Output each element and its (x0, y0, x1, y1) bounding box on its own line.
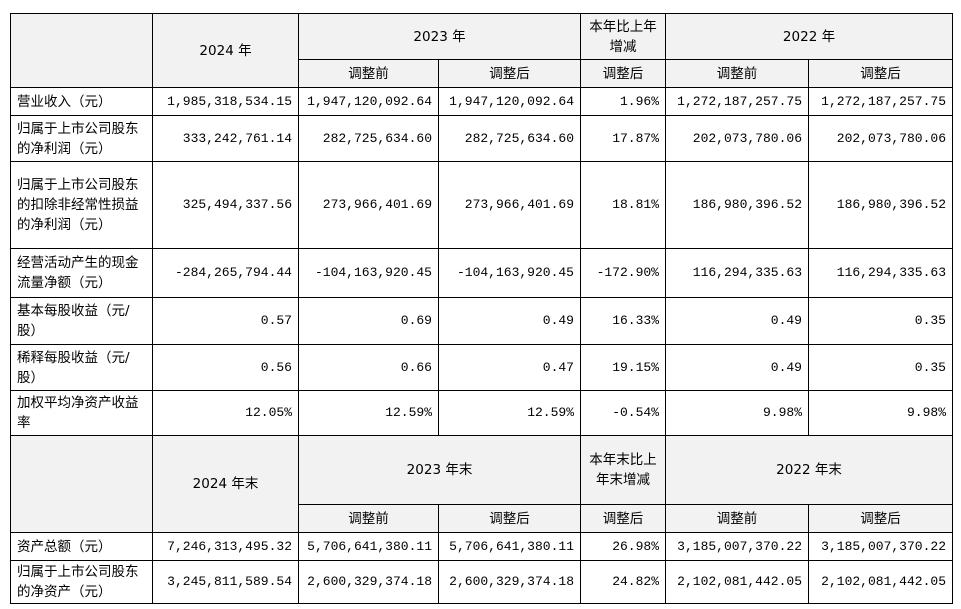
value-cell: 273,966,401.69 (298, 161, 439, 249)
value-cell: 2,102,081,442.05 (808, 560, 953, 604)
sub-header: 调整前 (665, 504, 809, 533)
value-cell: 333,242,761.14 (152, 115, 299, 162)
value-cell: 7,246,313,495.32 (152, 532, 299, 561)
sub-header: 调整后 (438, 59, 581, 88)
sub-header: 调整前 (298, 59, 439, 88)
value-cell: -104,163,920.45 (438, 248, 581, 298)
year-header: 2023 年 (298, 13, 581, 60)
value-cell: 12.05% (152, 390, 299, 436)
value-cell: 24.82% (580, 560, 666, 604)
value-cell: 0.57 (152, 297, 299, 345)
value-cell: 0.35 (808, 344, 953, 391)
value-cell: 273,966,401.69 (438, 161, 581, 249)
year-header: 2024 年 (152, 13, 299, 88)
value-cell: -0.54% (580, 390, 666, 436)
value-cell: 9.98% (665, 390, 809, 436)
row-label: 经营活动产生的现金流量净额（元） (10, 248, 153, 298)
corner-cell (10, 435, 153, 533)
value-cell: 1,985,318,534.15 (152, 87, 299, 116)
sub-header: 调整后 (580, 504, 666, 533)
value-cell: 282,725,634.60 (298, 115, 439, 162)
value-cell: 116,294,335.63 (808, 248, 953, 298)
sub-header: 调整后 (580, 59, 666, 88)
value-cell: 0.49 (665, 344, 809, 391)
sub-header: 调整后 (808, 59, 953, 88)
value-cell: 2,600,329,374.18 (438, 560, 581, 604)
value-cell: 3,185,007,370.22 (808, 532, 953, 561)
value-cell: 116,294,335.63 (665, 248, 809, 298)
value-cell: -172.90% (580, 248, 666, 298)
year-header: 2024 年末 (152, 435, 299, 533)
sub-header: 调整前 (665, 59, 809, 88)
value-cell: 202,073,780.06 (665, 115, 809, 162)
value-cell: -284,265,794.44 (152, 248, 299, 298)
row-label: 归属于上市公司股东的扣除非经常性损益的净利润（元） (10, 161, 153, 249)
row-label: 基本每股收益（元/股） (10, 297, 153, 345)
value-cell: 0.69 (298, 297, 439, 345)
row-label: 加权平均净资产收益率 (10, 390, 153, 436)
value-cell: 0.47 (438, 344, 581, 391)
value-cell: 19.15% (580, 344, 666, 391)
row-label: 营业收入（元） (10, 87, 153, 116)
row-label: 归属于上市公司股东的净资产（元） (10, 560, 153, 604)
row-label: 资产总额（元） (10, 532, 153, 561)
year-header: 2022 年末 (665, 435, 953, 505)
value-cell: 0.49 (665, 297, 809, 345)
row-label: 稀释每股收益（元/股） (10, 344, 153, 391)
value-cell: 1.96% (580, 87, 666, 116)
value-cell: 1,947,120,092.64 (298, 87, 439, 116)
value-cell: 0.66 (298, 344, 439, 391)
value-cell: 1,272,187,257.75 (665, 87, 809, 116)
value-cell: 0.35 (808, 297, 953, 345)
value-cell: 16.33% (580, 297, 666, 345)
value-cell: 2,102,081,442.05 (665, 560, 809, 604)
value-cell: 2,600,329,374.18 (298, 560, 439, 604)
value-cell: 5,706,641,380.11 (438, 532, 581, 561)
value-cell: 325,494,337.56 (152, 161, 299, 249)
value-cell: 17.87% (580, 115, 666, 162)
table-end: 2024 年末 2023 年末 本年末比上年末增减 2022 年末 调整前 调整后 调整后调… (10, 435, 953, 604)
value-cell: 5,706,641,380.11 (298, 532, 439, 561)
year-header: 2022 年 (665, 13, 953, 60)
sub-header: 调整后 (438, 504, 581, 533)
change-header: 本年比上年增减 (580, 13, 666, 60)
value-cell: 186,980,396.52 (665, 161, 809, 249)
value-cell: 18.81% (580, 161, 666, 249)
value-cell: 1,947,120,092.64 (438, 87, 581, 116)
value-cell: 26.98% (580, 532, 666, 561)
value-cell: 3,245,811,589.54 (152, 560, 299, 604)
sub-header: 调整后 (808, 504, 953, 533)
value-cell: 12.59% (298, 390, 439, 436)
sub-header: 调整前 (298, 504, 439, 533)
value-cell: -104,163,920.45 (298, 248, 439, 298)
value-cell: 12.59% (438, 390, 581, 436)
value-cell: 1,272,187,257.75 (808, 87, 953, 116)
value-cell: 0.56 (152, 344, 299, 391)
value-cell: 3,185,007,370.22 (665, 532, 809, 561)
year-header: 2023 年末 (298, 435, 581, 505)
value-cell: 0.49 (438, 297, 581, 345)
value-cell: 202,073,780.06 (808, 115, 953, 162)
table-current: 2024 年 2023 年本年比上年增减 2022 年调整前 调整后 调整后 调整前 调整后… (10, 13, 953, 436)
corner-cell (10, 13, 153, 88)
value-cell: 186,980,396.52 (808, 161, 953, 249)
value-cell: 282,725,634.60 (438, 115, 581, 162)
row-label: 归属于上市公司股东的净利润（元） (10, 115, 153, 162)
change-header: 本年末比上年末增减 (580, 435, 666, 505)
value-cell: 9.98% (808, 390, 953, 436)
